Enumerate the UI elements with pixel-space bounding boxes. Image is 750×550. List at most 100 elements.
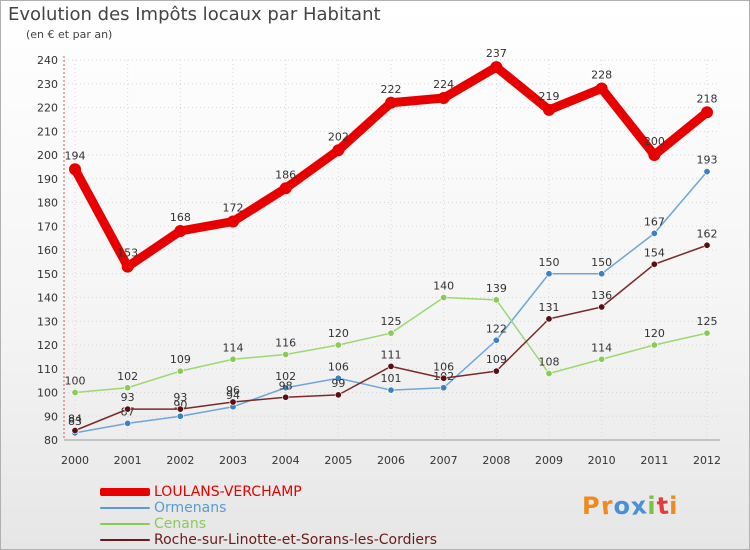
data-point [174,225,187,237]
data-point [598,270,606,278]
legend-swatch [100,488,150,496]
data-label: 106 [328,360,349,373]
data-label: 116 [275,337,296,350]
logo-letter: r [599,491,615,521]
x-tick-label: 2010 [588,454,616,467]
data-point [545,270,553,278]
legend-label: Roche-sur-Linotte-et-Sorans-les-Cordiers [154,532,438,548]
data-point [282,384,290,392]
data-label: 122 [486,322,507,335]
data-label: 167 [644,215,665,228]
data-point [703,329,711,337]
data-label: 102 [117,370,138,383]
logo-letter: o [613,492,631,520]
logo-letter: i [647,492,657,520]
x-tick-label: 2006 [377,454,405,467]
data-label: 131 [539,301,560,314]
data-point [387,386,395,394]
data-label: 125 [697,315,718,328]
y-tick-label: 80 [44,434,58,447]
data-label: 139 [486,282,507,295]
data-point [69,163,81,176]
data-label: 109 [486,353,507,366]
data-point [650,229,658,237]
y-tick-label: 190 [37,173,58,186]
data-point [279,182,292,195]
y-tick-label: 90 [44,410,58,423]
data-point [176,405,184,413]
y-tick-label: 100 [37,387,58,400]
data-label: 218 [697,92,718,105]
data-point [176,412,184,420]
data-label: 98 [279,379,293,392]
data-label: 84 [68,413,82,426]
data-label: 125 [381,315,402,328]
data-label: 168 [170,211,191,224]
data-point [387,362,395,370]
data-point [332,144,345,157]
data-point [703,241,711,249]
data-label: 193 [697,154,718,167]
x-tick-label: 2008 [482,454,510,467]
x-tick-label: 2011 [640,454,668,467]
data-point [124,419,132,427]
x-tick-label: 2009 [535,454,563,467]
data-point [598,355,606,363]
data-label: 228 [591,69,612,82]
data-label: 186 [275,168,296,181]
x-tick-label: 2004 [272,454,300,467]
data-label: 194 [65,149,86,162]
x-tick-label: 2003 [219,454,247,467]
data-point [387,329,395,337]
data-point [543,103,555,116]
data-point [71,426,79,434]
data-label: 153 [117,247,138,260]
data-point [492,336,500,344]
data-label: 83 [68,415,82,428]
data-label: 93 [121,391,135,404]
data-label: 102 [275,370,296,383]
legend-label: LOULANS-VERCHAMP [154,484,302,500]
y-tick-label: 140 [37,292,58,305]
data-point [545,315,553,323]
y-tick-label: 130 [37,315,58,328]
data-point [595,82,608,95]
x-tick-label: 2007 [430,454,458,467]
y-tick-label: 110 [37,363,58,376]
data-point [385,96,397,109]
legend-item: Roche-sur-Linotte-et-Sorans-les-Cordiers [100,532,520,548]
logo-letter: t [655,491,671,521]
data-point [650,341,658,349]
data-label: 136 [591,289,612,302]
data-label: 140 [433,280,454,293]
data-point [176,367,184,375]
logo-letter: x [629,491,649,521]
data-point [545,369,553,377]
legend-item: LOULANS-VERCHAMP [100,484,520,500]
data-label: 111 [381,348,402,361]
data-label: 108 [539,356,560,369]
data-point [490,61,503,74]
data-label: 99 [331,377,345,390]
data-label: 219 [539,90,560,103]
y-tick-label: 240 [37,54,58,67]
legend-swatch [100,507,150,509]
y-tick-label: 120 [37,339,58,352]
data-label: 200 [644,135,665,148]
data-label: 154 [644,246,665,259]
y-tick-label: 210 [37,125,58,138]
data-point [227,215,239,228]
data-point [492,367,500,375]
y-tick-label: 170 [37,220,58,233]
data-point [229,355,237,363]
data-point [334,341,342,349]
data-label: 100 [65,375,86,388]
data-point [648,149,661,161]
y-tick-label: 180 [37,197,58,210]
data-label: 96 [226,384,240,397]
data-label: 172 [223,202,244,215]
legend-item: Ormenans [100,500,520,516]
data-label: 224 [433,78,454,91]
data-point [440,293,448,301]
x-tick-label: 2012 [693,454,721,467]
